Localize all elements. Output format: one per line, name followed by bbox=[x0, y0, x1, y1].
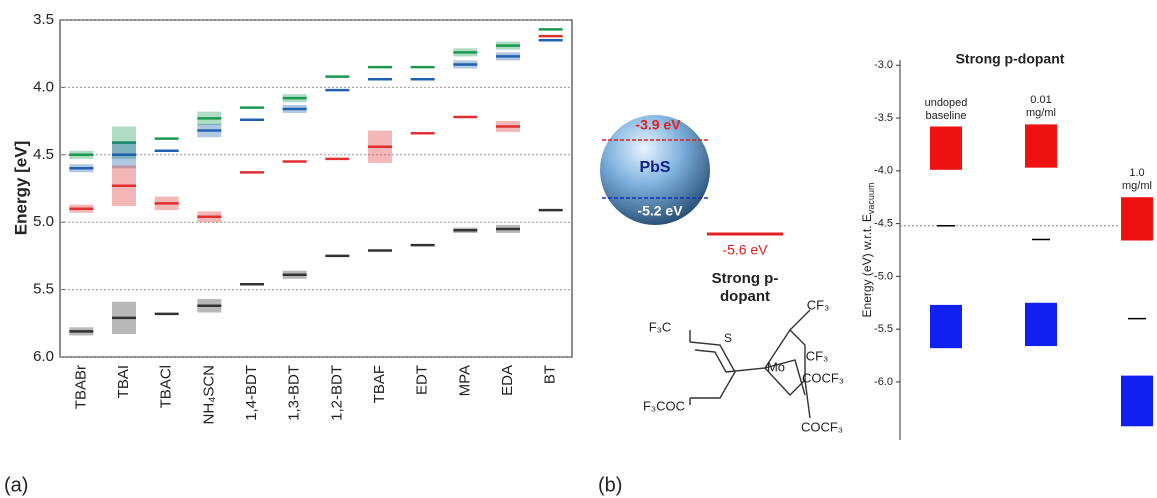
x-tick-label: TBABr bbox=[72, 365, 89, 409]
y-tick-label: 4.0 bbox=[33, 78, 54, 95]
range-bar bbox=[1121, 375, 1153, 427]
x-tick-label: NH₄SCN bbox=[200, 365, 217, 424]
category-label: undoped baseline bbox=[924, 96, 968, 122]
y-tick-label: -5.0 bbox=[874, 270, 893, 282]
x-tick-label: TBAI bbox=[115, 365, 132, 398]
category-label-box: 0.01 mg/ml bbox=[1026, 94, 1056, 120]
x-tick-label: BT bbox=[542, 365, 559, 384]
molecule-label: S bbox=[724, 331, 732, 345]
molecule-label: COCF₃ bbox=[801, 419, 843, 434]
category-label: 1.0 mg/ml bbox=[1122, 167, 1152, 193]
cb-label: -3.9 eV bbox=[635, 117, 681, 133]
panel-label: (a) bbox=[4, 474, 28, 496]
molecule-label: COCF₃ bbox=[802, 370, 844, 385]
x-tick-label: TBAF bbox=[371, 365, 388, 403]
x-tick-label: 1,3-BDT bbox=[286, 365, 303, 421]
dopant-name: Strong p-dopant bbox=[711, 270, 779, 305]
range-bar bbox=[1121, 197, 1153, 241]
y-tick-label: 4.5 bbox=[33, 146, 54, 163]
category-label-box: 1.0 mg/ml bbox=[1122, 167, 1152, 193]
y-tick-label: 3.5 bbox=[33, 11, 54, 28]
range-bar bbox=[930, 304, 962, 349]
material-label: PbS bbox=[639, 159, 670, 176]
y-axis-label-sub: vacuum bbox=[866, 183, 876, 215]
y-tick-label: 5.5 bbox=[33, 281, 54, 298]
y-tick-label: -3.0 bbox=[874, 59, 893, 71]
range-bar bbox=[1025, 302, 1057, 347]
molecule-label: Mo bbox=[767, 359, 785, 374]
range-bar bbox=[1025, 124, 1057, 168]
y-tick-label: -4.5 bbox=[874, 218, 893, 230]
x-tick-label: EDT bbox=[414, 365, 431, 395]
x-tick-label: 1,4-BDT bbox=[243, 365, 260, 421]
pbs-diagram: -3.9 eV PbS -5.2 eV -5.6 eV Strong p-dop… bbox=[600, 115, 844, 434]
y-tick-label: 5.0 bbox=[33, 213, 54, 230]
plot-frame bbox=[59, 19, 573, 358]
y-tick-label: -3.5 bbox=[874, 112, 893, 124]
y-tick-label: -4.0 bbox=[874, 165, 893, 177]
y-tick-label: 6.0 bbox=[33, 348, 54, 365]
category-label: 0.01 mg/ml bbox=[1026, 94, 1056, 120]
x-tick-label: EDA bbox=[499, 365, 516, 396]
panel-label: (b) bbox=[598, 474, 622, 496]
chart-title: Strong p-dopant bbox=[956, 51, 1065, 67]
molecule-label: F₃COC bbox=[643, 398, 685, 413]
x-tick-label: TBACl bbox=[158, 365, 175, 408]
y-tick-label: -6.0 bbox=[874, 376, 893, 388]
y-axis-label: Energy (eV) w.r.t. Evacuum bbox=[860, 183, 876, 318]
y-tick-label: -5.5 bbox=[874, 323, 893, 335]
x-tick-label: 1,2-BDT bbox=[328, 365, 345, 421]
vb-label: -5.2 eV bbox=[637, 203, 683, 219]
dopant-name-box: Strong p-dopant bbox=[711, 270, 779, 305]
dopant-level-label: -5.6 eV bbox=[722, 242, 768, 258]
range-bar bbox=[930, 126, 962, 170]
molecule bbox=[689, 309, 811, 419]
y-axis-label: Energy [eV] bbox=[11, 141, 30, 235]
molecule-label: CF₃ bbox=[807, 297, 830, 312]
category-label-box: undoped baseline bbox=[924, 96, 968, 122]
molecule-label: F₃C bbox=[649, 319, 672, 334]
molecule-label: CF₃ bbox=[806, 348, 829, 363]
y-axis-label-main: Energy (eV) w.r.t. E bbox=[860, 214, 874, 317]
x-tick-label: MPA bbox=[456, 365, 473, 396]
